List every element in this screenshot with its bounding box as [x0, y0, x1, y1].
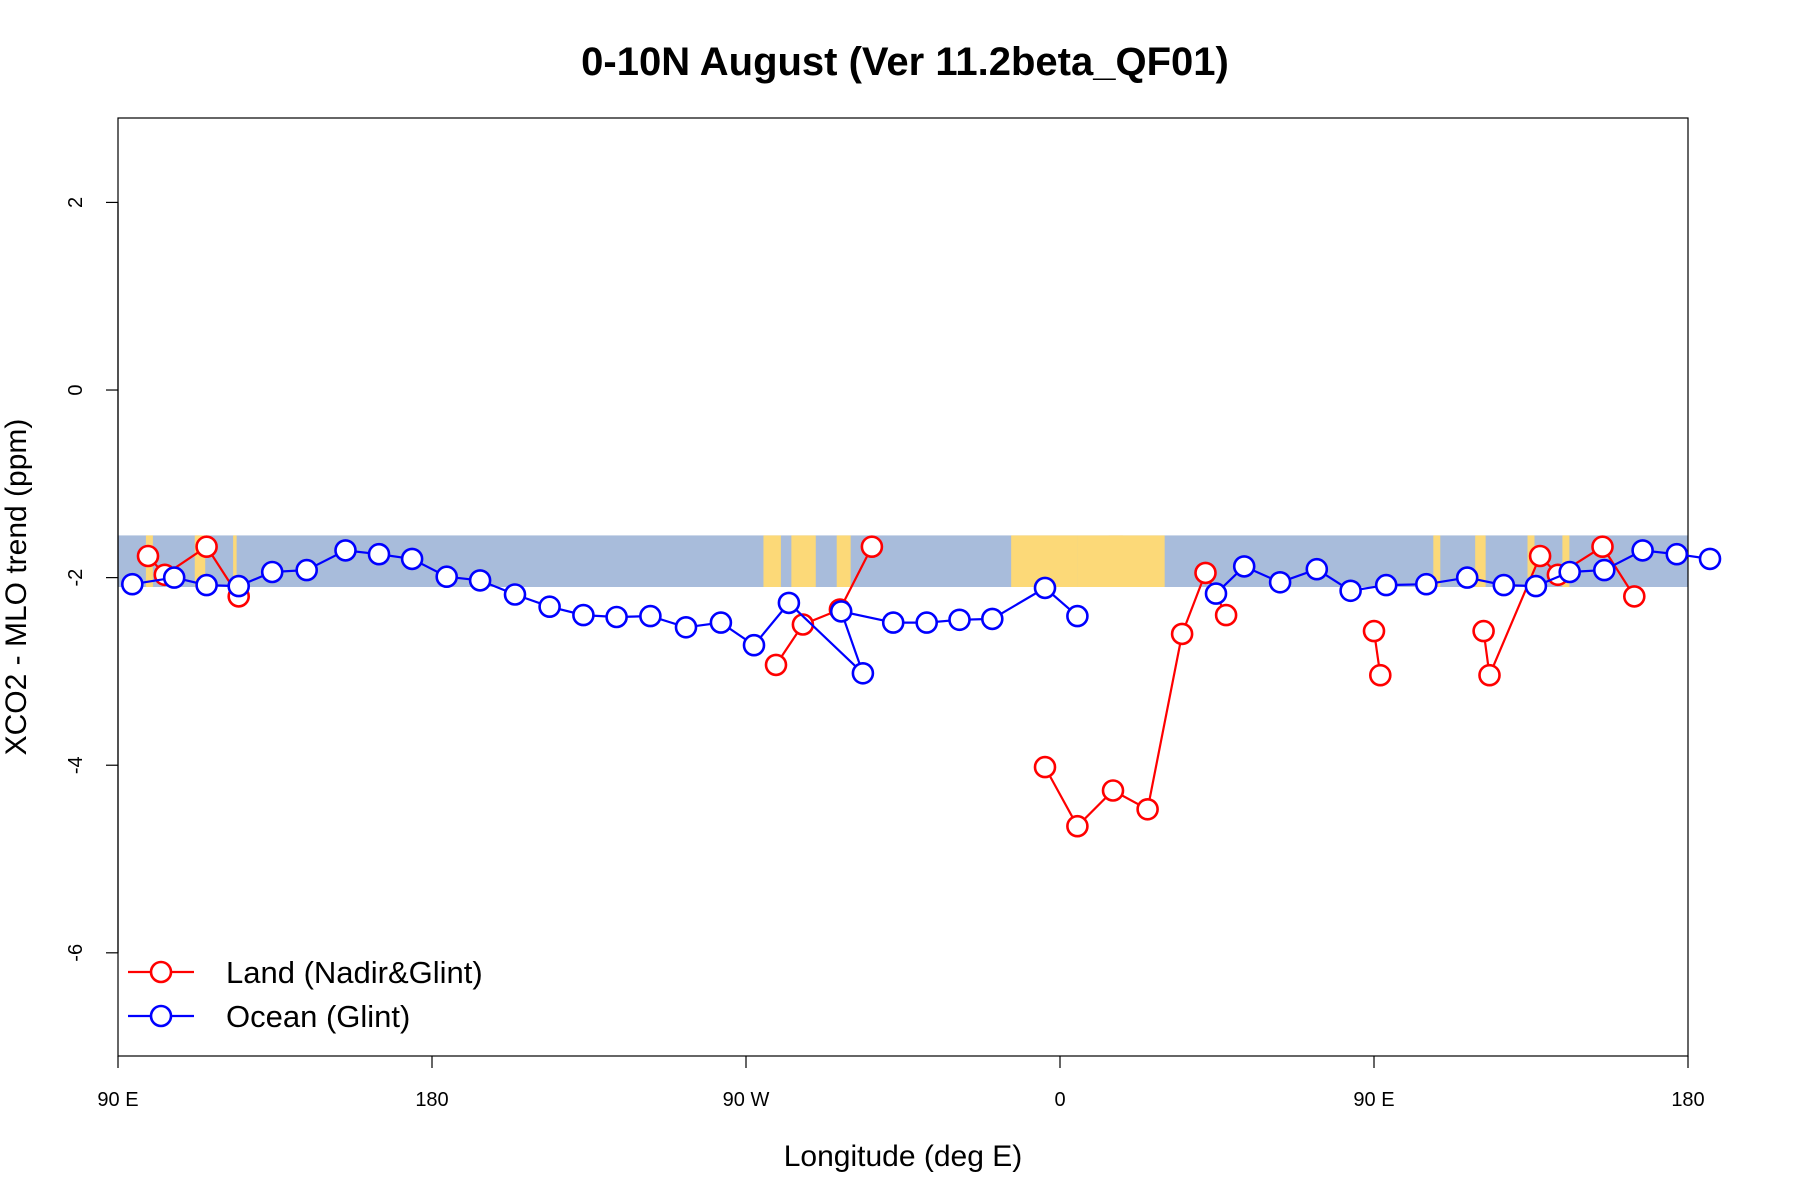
- data-point: [367, 542, 391, 566]
- series-layer: [121, 535, 1722, 838]
- series-ocean: [121, 539, 1722, 685]
- data-point: [1305, 557, 1329, 581]
- data-point: [1478, 663, 1501, 687]
- data-point: [1194, 561, 1217, 585]
- data-point: [195, 573, 218, 597]
- land-patch: [763, 535, 781, 587]
- x-axis-label: Longitude (deg E): [784, 1140, 1023, 1173]
- legend-label: Ocean (Glint): [226, 999, 410, 1034]
- y-tick-label: -6: [65, 944, 87, 962]
- data-point: [915, 611, 939, 634]
- land-patch: [194, 535, 206, 587]
- data-point: [136, 544, 160, 568]
- y-tick-label: 0: [65, 384, 87, 395]
- y-axis: 2 0 -2 -4 -6: [65, 197, 119, 962]
- data-point: [851, 661, 875, 685]
- data-point: [572, 603, 595, 627]
- data-point: [639, 604, 662, 628]
- data-point: [1623, 585, 1646, 608]
- legend: Land (Nadir&Glint) Ocean (Glint): [128, 955, 483, 1034]
- data-point: [1101, 779, 1125, 802]
- data-point: [1369, 663, 1392, 687]
- x-tick-label: 90 E: [1353, 1089, 1394, 1111]
- data-point: [334, 539, 357, 562]
- data-point: [1698, 547, 1722, 571]
- land-patch: [1475, 535, 1486, 587]
- data-point: [227, 574, 250, 598]
- data-point: [1066, 814, 1089, 838]
- data-point: [538, 595, 561, 619]
- data-point: [1136, 797, 1159, 821]
- data-point: [1374, 573, 1398, 597]
- data-point: [1524, 574, 1548, 598]
- y-tick-label: 2: [65, 197, 87, 208]
- data-point: [1268, 570, 1292, 594]
- data-point: [980, 607, 1004, 631]
- data-point: [605, 605, 628, 629]
- data-point: [1455, 566, 1479, 589]
- data-point: [674, 615, 698, 639]
- data-point: [1528, 544, 1552, 568]
- chart-title: 0-10N August (Ver 11.2beta_QF01): [581, 40, 1229, 84]
- data-point: [1593, 558, 1616, 582]
- series-line: [775, 546, 873, 666]
- data-point: [1415, 572, 1438, 596]
- data-point: [1631, 539, 1654, 562]
- data-point: [121, 572, 144, 596]
- land-patch: [791, 535, 816, 587]
- y-tick-label: -2: [65, 569, 87, 587]
- data-point: [948, 608, 971, 632]
- data-point: [468, 569, 492, 592]
- data-point: [764, 653, 788, 677]
- data-point: [503, 583, 527, 606]
- data-point: [742, 633, 766, 657]
- x-tick-label: 90 E: [97, 1089, 138, 1111]
- series-land: [136, 535, 1646, 838]
- data-point: [162, 566, 186, 589]
- series-line: [147, 545, 240, 597]
- data-point: [435, 565, 459, 589]
- data-point: [1492, 573, 1516, 597]
- legend-marker: [149, 1004, 173, 1028]
- data-point: [881, 611, 905, 634]
- data-point: [1204, 582, 1228, 605]
- data-point: [1339, 579, 1362, 603]
- data-point: [777, 591, 801, 615]
- x-tick-label: 180: [415, 1089, 448, 1111]
- series-line: [132, 549, 1079, 675]
- data-point: [1591, 535, 1614, 559]
- data-point: [1033, 755, 1057, 779]
- x-axis: 90 E 180 90 W 0 90 E 180: [97, 1056, 1705, 1111]
- land-patch: [1562, 535, 1570, 587]
- x-tick-label: 180: [1671, 1089, 1704, 1111]
- data-point: [1232, 555, 1256, 578]
- data-point: [295, 558, 319, 582]
- data-point: [1362, 619, 1386, 643]
- land-patch: [836, 535, 851, 587]
- data-point: [1665, 542, 1689, 566]
- data-point: [1472, 619, 1495, 643]
- data-point: [1214, 603, 1238, 627]
- land-patch: [233, 535, 237, 587]
- legend-marker: [149, 960, 173, 984]
- data-point: [1066, 604, 1089, 628]
- data-point: [1558, 560, 1581, 584]
- data-point: [829, 600, 853, 623]
- land-patch: [1108, 535, 1165, 587]
- y-tick-label: -4: [65, 756, 87, 774]
- legend-label: Land (Nadir&Glint): [226, 955, 483, 990]
- data-point: [195, 535, 218, 559]
- data-point: [1033, 576, 1057, 600]
- x-tick-label: 0: [1054, 1089, 1065, 1111]
- data-point: [860, 535, 884, 559]
- map-band: [118, 535, 1688, 587]
- data-point: [709, 611, 733, 634]
- x-tick-label: 90 W: [723, 1089, 770, 1111]
- data-point: [260, 560, 284, 584]
- data-point: [400, 547, 424, 571]
- land-patch: [1433, 535, 1441, 587]
- y-axis-label: XCO2 - MLO trend (ppm): [0, 419, 33, 756]
- data-point: [1170, 622, 1194, 646]
